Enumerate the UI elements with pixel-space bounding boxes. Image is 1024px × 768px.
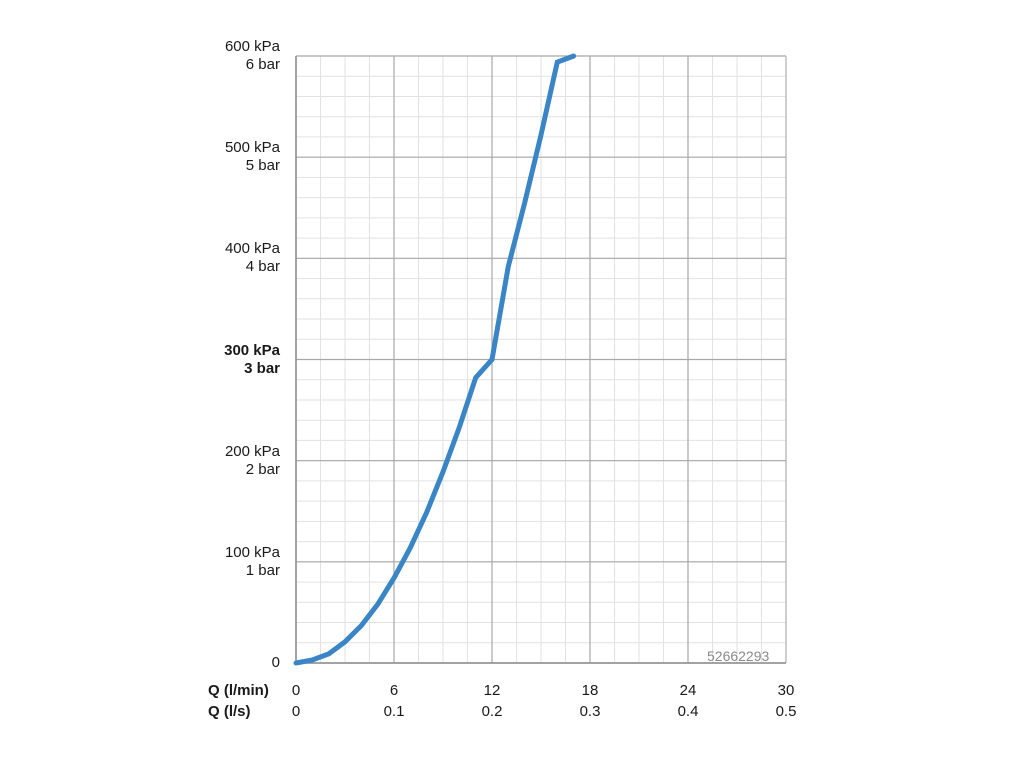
x-tick-label-lmin: 24 (679, 682, 697, 699)
x-tick-label-lmin: 18 (581, 682, 599, 699)
chart-grid (295, 55, 787, 664)
y-tick-bar: 5 bar (245, 157, 280, 175)
x-tick-label-ls: 0.2 (481, 703, 503, 720)
y-tick-label: 500 kPa 5 bar (170, 139, 280, 175)
y-tick-kpa: 100 kPa (224, 543, 280, 561)
x-tick-label-lmin: 30 (777, 682, 795, 699)
x-tick-label-ls: 0 (291, 703, 301, 720)
y-tick-label: 100 kPa 1 bar (170, 544, 280, 580)
y-tick-label: 400 kPa 4 bar (170, 240, 280, 276)
pressure-curve-series (293, 53, 577, 666)
x-axis-label-lmin: Q (l/min) (208, 682, 269, 699)
x-tick-label-lmin: 6 (389, 682, 399, 699)
y-tick-kpa: 200 kPa (224, 442, 280, 460)
x-tick-label-ls: 0.1 (383, 703, 405, 720)
y-tick-kpa: 400 kPa (224, 240, 280, 258)
x-tick-label-ls: 0.5 (775, 703, 797, 720)
y-tick-kpa: 300 kPa (224, 341, 280, 359)
y-tick-label: 600 kPa 6 bar (170, 38, 280, 74)
y-tick-kpa: 600 kPa (224, 38, 280, 55)
y-tick-label: 300 kPa 3 bar (170, 342, 280, 378)
x-tick-label-ls: 0.4 (677, 703, 699, 720)
y-tick-bar: 1 bar (245, 561, 280, 579)
y-tick-bar: 4 bar (245, 258, 280, 276)
y-tick-bar: 2 bar (245, 460, 280, 478)
y-tick-bar: 6 bar (245, 56, 280, 73)
x-tick-label-lmin: 12 (483, 682, 501, 699)
y-tick-label: 200 kPa 2 bar (170, 443, 280, 479)
y-tick-bar: 3 bar (244, 359, 280, 377)
x-tick-label-ls: 0.3 (579, 703, 601, 720)
chart-watermark: 52662293 (707, 648, 770, 664)
x-axis-label-ls: Q (l/s) (208, 703, 251, 720)
y-tick-kpa: 500 kPa (224, 139, 280, 157)
x-tick-label-lmin: 0 (291, 682, 301, 699)
y-tick-label: 0 (271, 654, 280, 671)
